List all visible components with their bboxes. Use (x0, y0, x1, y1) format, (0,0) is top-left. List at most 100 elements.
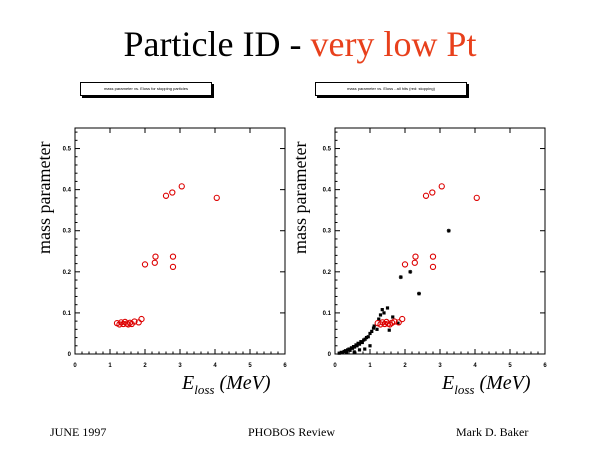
x-axis-label-sub: loss (194, 382, 215, 397)
plot-banner: mass parameter vs. Eloss - all hits (red… (315, 82, 467, 96)
data-point-stopping (429, 189, 436, 196)
y-tick-label: 0.4 (63, 188, 72, 194)
data-point-all (368, 344, 372, 348)
data-point-stopping (401, 261, 409, 268)
data-point-stopping (178, 183, 185, 190)
x-tick-label: 2 (143, 363, 147, 369)
data-point-stopping (141, 261, 149, 268)
scatter-svg: 0 1 2 3 4 5 6 0 0.1 0.2 0.3 0.4 0.5 (63, 127, 287, 369)
data-point-all (375, 327, 379, 331)
plot-frame (74, 127, 286, 355)
x-tick-label: 0 (333, 363, 337, 369)
data-point-stopping (169, 253, 177, 260)
plot-banner: mass parameter vs. Eloss for stopping pa… (80, 82, 212, 96)
data-point-all (371, 326, 376, 330)
data-point-all (368, 331, 372, 336)
x-tick-label: 1 (368, 363, 372, 369)
footer-author: Mark D. Baker (456, 425, 529, 439)
data-point-stopping (429, 253, 437, 260)
y-tick-label: 0 (328, 352, 332, 358)
data-point-stopping (422, 192, 430, 199)
plot-frame (334, 127, 546, 355)
data-point-all (380, 308, 384, 312)
data-point-stopping (138, 315, 145, 323)
data-point-stopping (125, 321, 132, 328)
slide-title-main: Particle ID - (123, 24, 311, 64)
footer-center: PHOBOS Review (248, 425, 336, 439)
plot-left: mass parameter vs. Eloss for stopping pa… (30, 78, 310, 418)
data-point-stopping (411, 259, 418, 266)
data-point-star (417, 291, 421, 296)
data-point-stopping (429, 263, 437, 271)
data-point-stopping (395, 319, 402, 326)
data-point-stopping (162, 192, 170, 199)
y-tick-label: 0.1 (63, 311, 72, 317)
data-point-all (377, 317, 381, 321)
data-point-all (387, 328, 391, 332)
y-tick-label: 0.5 (63, 147, 72, 153)
data-point-stopping (151, 259, 158, 266)
y-axis-label: mass parameter (34, 141, 54, 254)
data-point-all (355, 344, 359, 348)
x-tick-label: 6 (283, 363, 287, 369)
x-tick-label: 0 (73, 363, 77, 369)
data-point-all (382, 311, 386, 315)
x-axis-label-unit: (MeV) (474, 372, 531, 394)
data-point-all (337, 351, 341, 355)
x-tick-label: 3 (178, 363, 182, 369)
data-point-all (350, 346, 355, 350)
data-point-star (408, 269, 413, 274)
data-point-stopping (412, 253, 419, 260)
data-point-all (348, 348, 352, 352)
data-point-star (398, 275, 403, 280)
data-point-stopping (152, 253, 159, 260)
x-tick-label: 5 (508, 363, 512, 369)
data-point-stopping (169, 189, 176, 196)
y-axis-label: mass parameter (290, 141, 310, 254)
slide-title: Particle ID - very low Pt (0, 24, 600, 64)
data-point-all (372, 324, 376, 328)
y-tick-label: 0.3 (63, 229, 72, 235)
data-point-all (366, 335, 370, 339)
data-point-all (378, 313, 383, 317)
x-axis-label-unit: (MeV) (214, 372, 271, 394)
x-axis-label-base: E (182, 372, 195, 394)
x-tick-label: 5 (248, 363, 252, 369)
data-point-stopping (131, 318, 138, 325)
data-point-all (396, 321, 400, 325)
data-point-star (446, 228, 451, 233)
x-tick-label: 3 (438, 363, 442, 369)
data-point-all (344, 350, 349, 354)
data-point-stopping (169, 263, 177, 271)
scatter-svg: 0 1 2 3 4 5 6 0 0.1 0.2 0.3 0.4 0.5 (323, 127, 547, 369)
x-axis-label-sub: loss (454, 382, 475, 397)
x-axis-label: Eloss (MeV) (442, 372, 531, 398)
data-point-stopping (438, 183, 445, 190)
data-point-all (364, 335, 369, 340)
x-tick-label: 1 (108, 363, 112, 369)
y-tick-label: 0.5 (323, 147, 332, 153)
data-point-all (391, 315, 395, 319)
data-point-all (357, 348, 362, 352)
y-tick-label: 0.4 (323, 188, 332, 194)
data-point-all (357, 342, 362, 346)
data-point-all (385, 306, 390, 310)
footer-date: JUNE 1997 (50, 425, 107, 439)
plot-right: mass parameter vs. Eloss - all hits (red… (290, 78, 570, 418)
data-point-all (363, 347, 367, 351)
y-tick-label: 0.3 (323, 229, 332, 235)
data-point-all (360, 340, 364, 345)
data-point-all (352, 350, 356, 354)
data-point-all (370, 329, 374, 333)
y-tick-label: 0.1 (323, 311, 332, 317)
x-axis-label-base: E (442, 372, 455, 394)
y-tick-label: 0.2 (323, 270, 332, 276)
data-point-stopping (473, 194, 480, 202)
x-tick-label: 6 (543, 363, 547, 369)
data-point-stopping (391, 318, 398, 325)
y-tick-label: 0.2 (63, 270, 72, 276)
data-point-all (353, 345, 357, 349)
data-point-all (363, 337, 367, 341)
y-tick-label: 0 (68, 352, 72, 358)
data-point-stopping (399, 315, 406, 323)
